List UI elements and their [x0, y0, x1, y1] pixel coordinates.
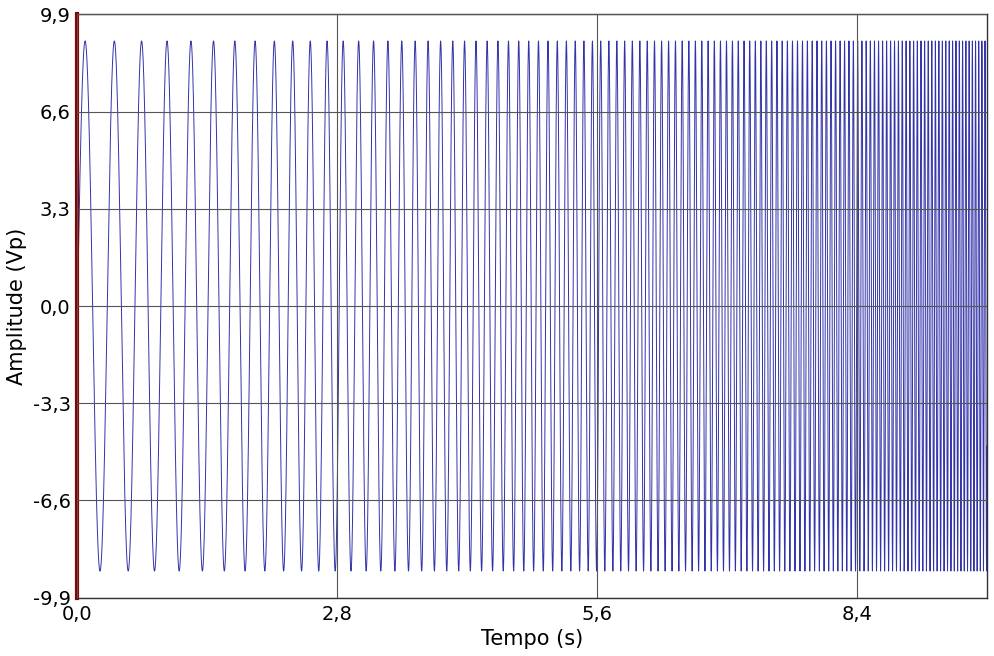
- Y-axis label: Amplitude (Vp): Amplitude (Vp): [7, 228, 27, 384]
- X-axis label: Tempo (s): Tempo (s): [481, 629, 583, 649]
